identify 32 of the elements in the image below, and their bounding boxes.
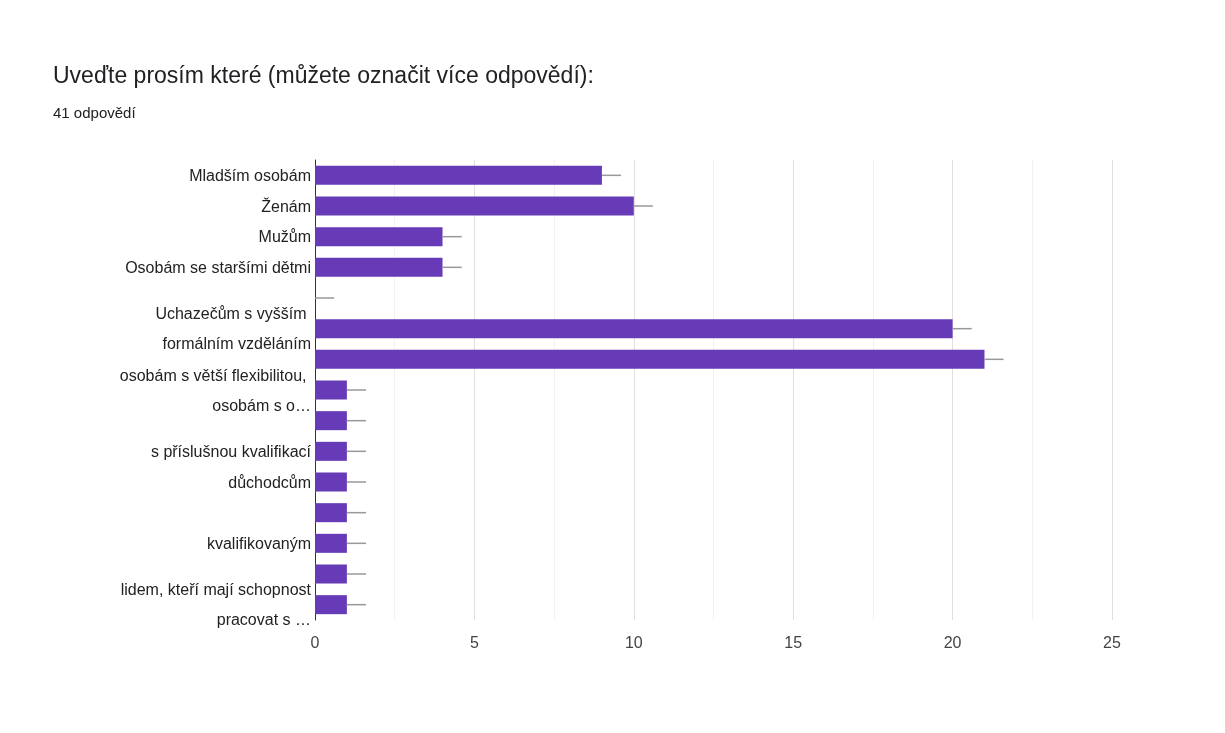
y-tick-label: osobám s větší flexibilitou, osobám s o…	[119, 366, 311, 414]
bar	[315, 595, 347, 615]
x-tick-label: 20	[943, 633, 962, 651]
y-tick-label: Uchazečům s vyšším formálním vzděláním	[155, 305, 311, 353]
y-tick-label: důchodcům	[228, 473, 311, 491]
y-tick-label: Ženám	[261, 196, 311, 215]
x-tick-label: 15	[784, 633, 803, 651]
x-tick-label: 25	[1103, 633, 1121, 651]
bar	[315, 319, 953, 339]
y-tick-label: Mužům	[258, 228, 311, 246]
y-tick-label: s příslušnou kvalifikací	[150, 442, 312, 460]
x-tick-label: 10	[624, 633, 643, 651]
bar	[315, 349, 985, 369]
bar	[315, 257, 443, 277]
bar	[315, 472, 347, 492]
bar	[315, 503, 347, 523]
bar	[315, 533, 347, 553]
bar	[315, 227, 443, 247]
y-tick-label: kvalifikovaným	[206, 534, 311, 552]
y-tick-label: Osobám se staršími dětmi	[125, 258, 311, 276]
x-tick-label: 0	[310, 633, 320, 651]
bar	[315, 380, 347, 400]
bar	[315, 441, 347, 461]
x-tick-label: 5	[469, 633, 479, 651]
y-tick-label: lidem, kteří mají schopnost pracovat s …	[120, 581, 312, 629]
bar	[315, 196, 634, 216]
bar	[315, 564, 347, 584]
text: 41 odpovědí	[53, 104, 137, 121]
y-tick-label: Mladším osobám	[189, 166, 311, 184]
chart-title: Uveďte prosím které (můžete označit více odpovědí):	[53, 61, 594, 88]
bar	[315, 165, 602, 185]
bar	[315, 411, 347, 431]
